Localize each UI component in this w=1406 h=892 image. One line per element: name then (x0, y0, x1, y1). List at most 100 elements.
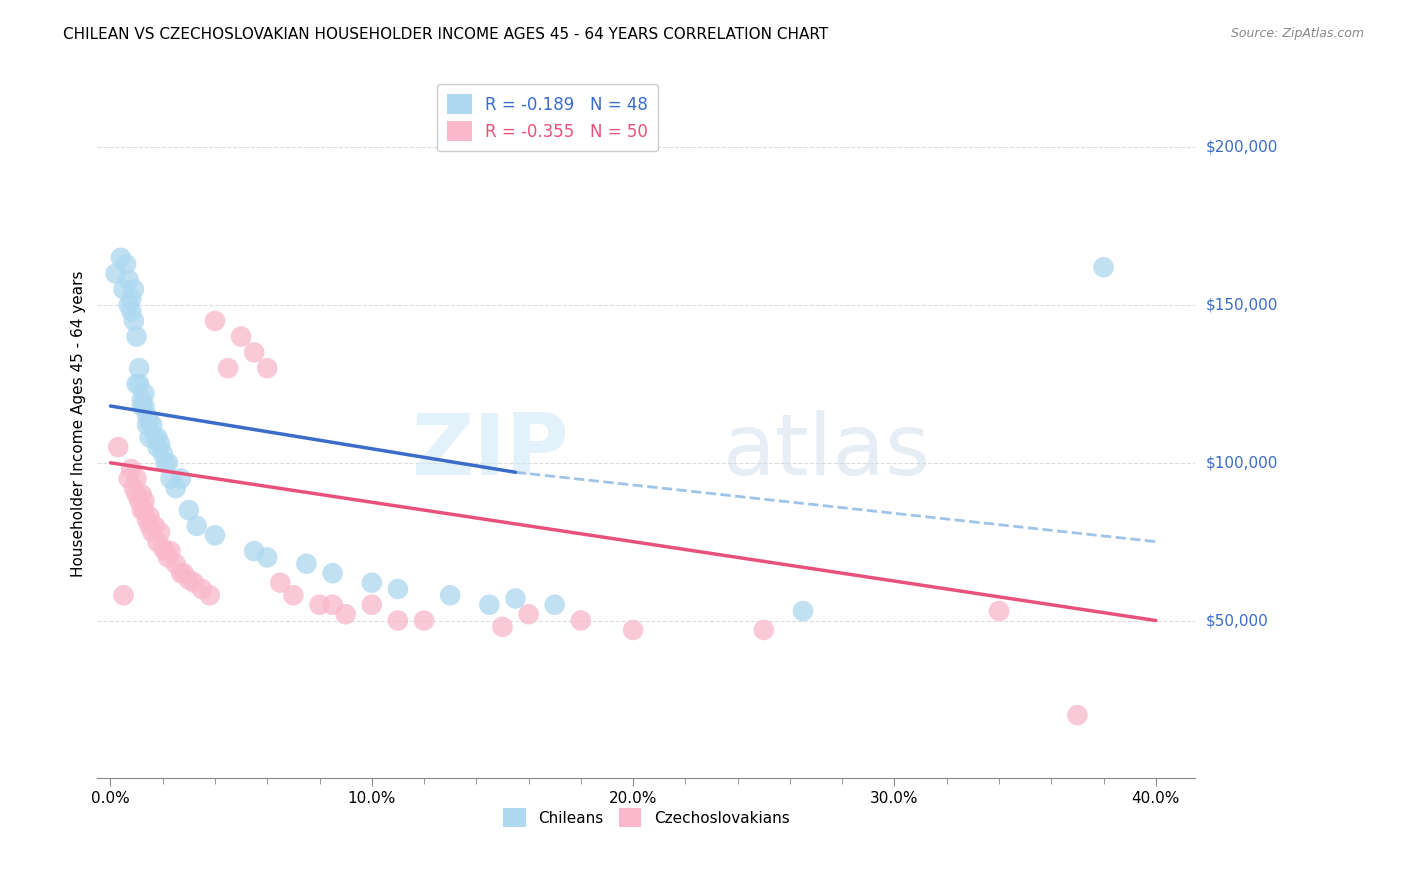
Point (217, 361, 239, 376)
Point (183, 575, 205, 590)
Point (165, 481, 187, 495)
Point (128, 361, 150, 376)
Point (136, 417, 159, 432)
Point (125, 376, 148, 391)
Point (792, 604, 814, 618)
Point (387, 582, 409, 596)
Point (138, 431, 160, 445)
Point (283, 588, 305, 602)
Point (387, 614, 409, 628)
Point (569, 614, 592, 628)
Point (131, 487, 153, 501)
Point (156, 456, 179, 470)
Text: $200,000: $200,000 (1206, 140, 1278, 155)
Text: $50,000: $50,000 (1206, 613, 1268, 628)
Point (204, 528, 226, 542)
Point (322, 598, 344, 612)
Point (122, 314, 145, 328)
Text: $150,000: $150,000 (1206, 298, 1278, 312)
Point (256, 550, 278, 565)
Point (120, 292, 142, 306)
Point (149, 437, 172, 451)
Point (128, 493, 150, 508)
Point (138, 519, 160, 533)
Point (186, 519, 208, 533)
Point (170, 472, 193, 486)
Point (146, 440, 169, 454)
Point (107, 440, 129, 454)
Point (491, 620, 513, 634)
Point (125, 472, 148, 486)
Text: Source: ZipAtlas.com: Source: ZipAtlas.com (1230, 27, 1364, 40)
Point (177, 503, 200, 517)
Point (104, 267, 127, 281)
Point (413, 614, 436, 628)
Point (112, 588, 135, 602)
Text: ZIP: ZIP (412, 410, 569, 493)
Point (152, 446, 174, 460)
Point (118, 472, 141, 486)
Point (152, 541, 174, 555)
Point (295, 557, 318, 571)
Point (322, 566, 344, 581)
Point (173, 566, 195, 581)
Point (110, 251, 132, 265)
Point (143, 431, 166, 445)
Legend: Chileans, Czechoslovakians: Chileans, Czechoslovakians (495, 800, 797, 834)
Point (204, 314, 226, 328)
Point (131, 503, 153, 517)
Point (112, 282, 135, 296)
Point (308, 598, 330, 612)
Point (1066, 708, 1088, 723)
Point (752, 623, 775, 637)
Point (544, 598, 567, 612)
Point (621, 623, 644, 637)
Text: $100,000: $100,000 (1206, 455, 1278, 470)
Point (478, 598, 501, 612)
Point (243, 544, 266, 558)
Point (517, 607, 540, 622)
Point (115, 257, 138, 271)
Point (165, 557, 187, 571)
Point (131, 392, 153, 407)
Point (138, 415, 160, 429)
Text: CHILEAN VS CZECHOSLOVAKIAN HOUSEHOLDER INCOME AGES 45 - 64 YEARS CORRELATION CHA: CHILEAN VS CZECHOSLOVAKIAN HOUSEHOLDER I… (63, 27, 828, 42)
Point (155, 456, 177, 470)
Point (360, 575, 382, 590)
Point (122, 282, 145, 296)
Text: atlas: atlas (723, 410, 931, 493)
Point (141, 417, 163, 432)
Point (141, 525, 163, 540)
Point (134, 386, 156, 401)
Point (269, 575, 291, 590)
Point (146, 534, 169, 549)
Y-axis label: Householder Income Ages 45 - 64 years: Householder Income Ages 45 - 64 years (72, 270, 86, 576)
Point (125, 487, 148, 501)
Point (243, 345, 266, 359)
Point (136, 409, 159, 423)
Point (143, 519, 166, 533)
Point (177, 573, 200, 587)
Point (170, 566, 193, 581)
Point (118, 273, 141, 287)
Point (505, 591, 527, 606)
Point (229, 329, 252, 343)
Point (138, 509, 160, 524)
Point (122, 481, 145, 495)
Point (134, 503, 156, 517)
Point (155, 544, 177, 558)
Point (439, 588, 461, 602)
Point (191, 582, 214, 596)
Point (120, 462, 142, 476)
Point (988, 604, 1011, 618)
Point (159, 472, 181, 486)
Point (156, 550, 179, 565)
Point (149, 525, 172, 540)
Point (118, 298, 141, 312)
Point (134, 493, 156, 508)
Point (146, 431, 169, 445)
Point (128, 376, 150, 391)
Point (256, 361, 278, 376)
Point (198, 588, 221, 602)
Point (134, 399, 156, 413)
